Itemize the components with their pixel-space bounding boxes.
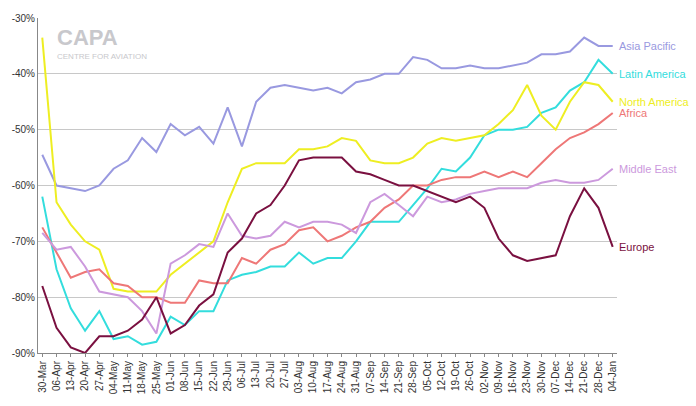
svg-text:16-Nov: 16-Nov	[507, 361, 518, 393]
svg-text:04-Jan: 04-Jan	[607, 361, 618, 392]
svg-text:19-Oct: 19-Oct	[450, 361, 461, 391]
svg-text:-70%: -70%	[12, 236, 35, 247]
svg-text:CENTRE FOR AVIATION: CENTRE FOR AVIATION	[57, 52, 147, 61]
svg-text:28-Sep: 28-Sep	[407, 361, 418, 394]
svg-text:North America: North America	[619, 96, 690, 108]
svg-text:20-Jul: 20-Jul	[265, 361, 276, 388]
svg-text:15-Jun: 15-Jun	[193, 361, 204, 392]
svg-text:30-Mar: 30-Mar	[37, 360, 48, 392]
svg-text:14-Sep: 14-Sep	[379, 361, 390, 394]
svg-text:05-Oct: 05-Oct	[422, 361, 433, 391]
svg-text:28-Dec: 28-Dec	[593, 361, 604, 393]
svg-text:17-Aug: 17-Aug	[322, 361, 333, 393]
svg-text:27-Jul: 27-Jul	[279, 361, 290, 388]
svg-text:-60%: -60%	[12, 180, 35, 191]
svg-text:31-Aug: 31-Aug	[350, 361, 361, 393]
svg-text:06-Apr: 06-Apr	[51, 360, 62, 391]
svg-text:27-Apr: 27-Apr	[94, 360, 105, 391]
svg-text:22-Jun: 22-Jun	[208, 361, 219, 392]
svg-text:07-Dec: 07-Dec	[550, 361, 561, 393]
svg-text:CAPA: CAPA	[57, 25, 118, 50]
svg-text:Asia Pacific: Asia Pacific	[619, 40, 676, 52]
svg-text:29-Jun: 29-Jun	[222, 361, 233, 392]
svg-text:21-Dec: 21-Dec	[578, 361, 589, 393]
svg-text:13-Apr: 13-Apr	[65, 360, 76, 391]
svg-text:06-Jul: 06-Jul	[236, 361, 247, 388]
svg-text:07-Sep: 07-Sep	[365, 361, 376, 394]
svg-text:24-Aug: 24-Aug	[336, 361, 347, 393]
svg-text:02-Nov: 02-Nov	[479, 361, 490, 393]
svg-text:13-Jul: 13-Jul	[250, 361, 261, 388]
svg-text:30-Nov: 30-Nov	[536, 361, 547, 393]
svg-text:Latin America: Latin America	[619, 68, 687, 80]
svg-text:14-Dec: 14-Dec	[564, 361, 575, 393]
svg-text:-40%: -40%	[12, 68, 35, 79]
svg-text:Africa: Africa	[619, 107, 648, 119]
svg-text:08-Jun: 08-Jun	[179, 361, 190, 392]
svg-text:-50%: -50%	[12, 124, 35, 135]
svg-text:23-Nov: 23-Nov	[521, 361, 532, 393]
svg-text:11-May: 11-May	[122, 361, 133, 394]
svg-text:10-Aug: 10-Aug	[307, 361, 318, 393]
svg-text:-80%: -80%	[12, 292, 35, 303]
svg-text:-30%: -30%	[12, 13, 35, 24]
svg-text:25-May: 25-May	[151, 361, 162, 394]
svg-text:18-May: 18-May	[136, 361, 147, 394]
svg-text:04-May: 04-May	[108, 361, 119, 394]
svg-text:Middle East: Middle East	[619, 163, 676, 175]
svg-text:Europe: Europe	[619, 241, 654, 253]
svg-text:26-Oct: 26-Oct	[464, 361, 475, 391]
svg-text:09-Nov: 09-Nov	[493, 361, 504, 393]
svg-text:20-Apr: 20-Apr	[79, 360, 90, 391]
svg-text:12-Oct: 12-Oct	[436, 361, 447, 391]
svg-text:03-Aug: 03-Aug	[293, 361, 304, 393]
svg-text:01-Jun: 01-Jun	[165, 361, 176, 392]
svg-text:-90%: -90%	[12, 348, 35, 359]
svg-text:21-Sep: 21-Sep	[393, 361, 404, 394]
